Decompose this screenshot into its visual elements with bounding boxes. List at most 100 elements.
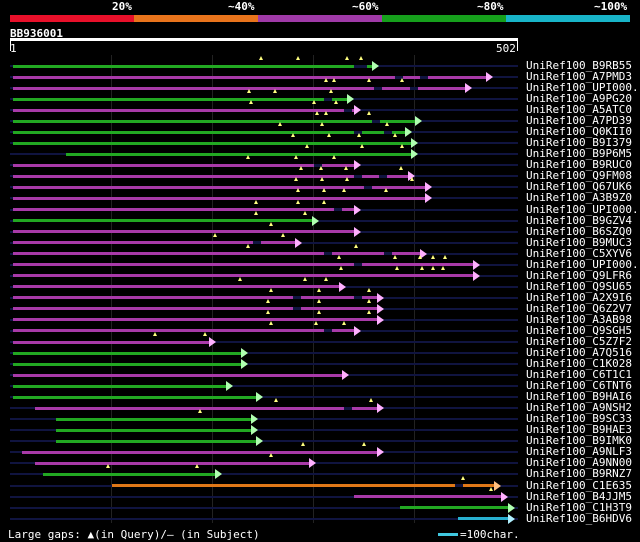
- hit-segment[interactable]: [13, 108, 355, 112]
- hit-label[interactable]: UniRef100_Q9SGH5: [526, 323, 632, 337]
- hit-label[interactable]: UniRef100_B9SC33: [526, 412, 632, 426]
- hit-label[interactable]: UniRef100_Q6Z2V7: [526, 301, 632, 315]
- hit-end-arrow-icon: [250, 414, 258, 425]
- hit-segment[interactable]: [13, 274, 474, 278]
- hit-label[interactable]: UniRef100_A9NLF3: [526, 445, 632, 459]
- hit-segment[interactable]: [13, 362, 241, 366]
- hit-label[interactable]: UniRef100_A3AB98: [526, 312, 632, 326]
- hit-label[interactable]: UniRef100_Q0KII0: [526, 125, 632, 139]
- hit-label[interactable]: UniRef100_B9HAE3: [526, 423, 632, 437]
- hit-label[interactable]: UniRef100_A7PD39: [526, 114, 632, 128]
- hit-label[interactable]: UniRef100_B9RUC0: [526, 158, 632, 172]
- hit-segment[interactable]: [399, 506, 508, 510]
- hit-label[interactable]: UniRef100_Q9LFR6: [526, 268, 632, 282]
- hit-segment[interactable]: [13, 241, 296, 245]
- hit-segment[interactable]: [13, 86, 466, 90]
- hit-label[interactable]: UniRef100_A7Q516: [526, 346, 632, 360]
- hit-segment[interactable]: [112, 484, 494, 488]
- hit-label[interactable]: UniRef100_B6SZQ0: [526, 224, 632, 238]
- hit-segment[interactable]: [55, 428, 251, 432]
- hit-segment[interactable]: [13, 75, 486, 79]
- hit-segment[interactable]: [13, 318, 378, 322]
- hit-segment[interactable]: [13, 351, 241, 355]
- hit-track: [10, 429, 518, 432]
- query-gap-marker-icon: [392, 133, 397, 138]
- hit-segment[interactable]: [13, 130, 405, 134]
- hit-label[interactable]: UniRef100_B9IMK0: [526, 434, 632, 448]
- hit-segment[interactable]: [13, 163, 355, 167]
- hit-segment[interactable]: [13, 296, 378, 300]
- hit-label[interactable]: UniRef100_B9RB55: [526, 59, 632, 72]
- hit-label[interactable]: UniRef100_C6T1C1: [526, 368, 632, 382]
- hit-segment[interactable]: [55, 417, 251, 421]
- hit-segment[interactable]: [65, 152, 411, 156]
- hit-segment[interactable]: [13, 97, 347, 101]
- hit-label[interactable]: UniRef100_A2X9I6: [526, 290, 632, 304]
- hit-label[interactable]: UniRef100_Q67UK6: [526, 180, 632, 194]
- hit-label[interactable]: UniRef100_UPI000..: [526, 257, 640, 271]
- hit-label[interactable]: UniRef100_C5Z7F2: [526, 335, 632, 348]
- hit-segment[interactable]: [13, 252, 420, 256]
- subject-gap-mark: [419, 75, 428, 79]
- hit-label[interactable]: UniRef100_A7PMD3: [526, 70, 632, 84]
- hit-segment[interactable]: [13, 230, 355, 234]
- hit-segment[interactable]: [13, 141, 411, 145]
- hit-label[interactable]: UniRef100_C1K028: [526, 357, 632, 371]
- hit-label[interactable]: UniRef100_B9MUC3: [526, 235, 632, 249]
- hit-label[interactable]: UniRef100_UPI000..: [526, 81, 640, 95]
- hit-segment[interactable]: [13, 373, 342, 377]
- hit-end-arrow-icon: [500, 491, 508, 502]
- hit-segment[interactable]: [43, 472, 216, 476]
- hit-segment[interactable]: [22, 450, 378, 454]
- hit-label[interactable]: UniRef100_B9I379: [526, 136, 632, 150]
- hit-label[interactable]: UniRef100_A9NN00: [526, 456, 632, 470]
- query-gap-marker-icon: [367, 287, 372, 292]
- hit-label[interactable]: UniRef100_B9GZV4: [526, 213, 632, 227]
- hit-label[interactable]: UniRef100_A9NSH2: [526, 401, 632, 415]
- hit-segment[interactable]: [13, 395, 256, 399]
- hit-label[interactable]: UniRef100_UPI000..: [526, 202, 640, 216]
- hit-segment[interactable]: [35, 406, 378, 410]
- hit-label[interactable]: UniRef100_A9PG20: [526, 92, 632, 106]
- hit-segment[interactable]: [13, 307, 378, 311]
- hit-segment[interactable]: [13, 263, 474, 267]
- hit-segment[interactable]: [13, 64, 373, 68]
- hit-end-arrow-icon: [377, 303, 385, 314]
- hit-label[interactable]: UniRef100_B4JJM5: [526, 489, 632, 503]
- hit-label[interactable]: UniRef100_Q9SU65: [526, 279, 632, 293]
- legend-label-20: 20%: [112, 0, 132, 13]
- query-gap-marker-icon: [338, 265, 343, 270]
- query-gap-marker-icon: [367, 309, 372, 314]
- hit-segment[interactable]: [13, 340, 210, 344]
- hit-label[interactable]: UniRef100_C6TNT6: [526, 379, 632, 393]
- hit-label[interactable]: UniRef100_A3B9Z0: [526, 191, 632, 205]
- hit-track: [10, 517, 518, 520]
- hit-segment[interactable]: [13, 174, 408, 178]
- query-gap-marker-icon: [304, 144, 309, 149]
- hit-label[interactable]: UniRef100_A5ATC0: [526, 103, 632, 117]
- hit-segment[interactable]: [458, 517, 508, 521]
- hit-segment[interactable]: [55, 439, 256, 443]
- hit-label[interactable]: UniRef100_C1H3T9: [526, 500, 632, 514]
- hit-label[interactable]: UniRef100_B9P6M5: [526, 147, 632, 161]
- hit-segment[interactable]: [354, 495, 501, 499]
- hit-segment[interactable]: [35, 461, 309, 465]
- hit-label[interactable]: UniRef100_Q9FM08: [526, 169, 632, 183]
- hit-label[interactable]: UniRef100_C5XYV6: [526, 246, 632, 260]
- query-gap-marker-icon: [399, 144, 404, 149]
- hit-label[interactable]: UniRef100_B9HAI6: [526, 390, 632, 404]
- hit-label[interactable]: UniRef100_C1E635: [526, 478, 632, 492]
- hit-segment[interactable]: [13, 185, 425, 189]
- hit-end-arrow-icon: [473, 270, 481, 281]
- hit-segment[interactable]: [13, 196, 425, 200]
- legend-bar-40: [134, 15, 258, 22]
- hit-segment[interactable]: [13, 329, 355, 333]
- hit-segment[interactable]: [13, 384, 226, 388]
- hit-segment[interactable]: [13, 119, 415, 123]
- hit-segment[interactable]: [13, 208, 355, 212]
- hit-label[interactable]: UniRef100_B9RNZ7: [526, 467, 632, 481]
- hit-segment[interactable]: [13, 285, 339, 289]
- hit-label[interactable]: UniRef100_B6HDV6: [526, 511, 632, 525]
- hit-segment[interactable]: [13, 219, 312, 223]
